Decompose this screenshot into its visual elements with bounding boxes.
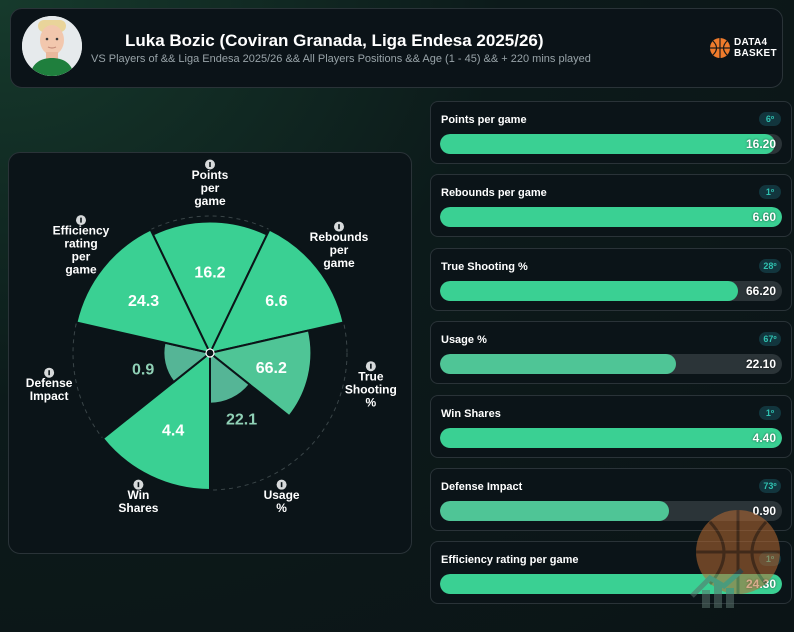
radar-axis-label: per bbox=[330, 243, 349, 257]
radar-value-label: 4.4 bbox=[162, 423, 184, 440]
metric-label: True Shooting % bbox=[441, 260, 528, 273]
filter-summary: VS Players of && Liga Endesa 2025/26 && … bbox=[91, 53, 591, 65]
metric-label: Efficiency rating per game bbox=[441, 554, 579, 567]
radar-sector[interactable] bbox=[207, 329, 313, 418]
metric-value: 16.20 bbox=[745, 137, 776, 151]
radar-sector[interactable] bbox=[208, 228, 345, 355]
radar-value-label: 6.6 bbox=[265, 293, 287, 310]
metric-bar-fill bbox=[440, 501, 670, 521]
metric-bar-track: 66.20 bbox=[440, 280, 782, 301]
radar-sector[interactable] bbox=[75, 228, 212, 355]
rank-badge: 28º bbox=[759, 258, 781, 273]
info-icon[interactable] bbox=[44, 367, 55, 378]
metric-label: Rebounds per game bbox=[441, 187, 547, 200]
radar-sector[interactable] bbox=[101, 350, 211, 492]
radar-axis-label: rating bbox=[64, 237, 97, 251]
brand-line-1: DATA4 bbox=[734, 37, 768, 48]
metric-value: 0.90 bbox=[752, 504, 776, 518]
metric-bar-fill bbox=[440, 427, 782, 448]
metric-bar-track: 22.10 bbox=[440, 354, 782, 375]
radar-axis-label: Points bbox=[192, 168, 229, 182]
brand-line-2: BASKET bbox=[734, 48, 777, 59]
radar-value-label: 0.9 bbox=[132, 361, 154, 378]
metric-label: Defense Impact bbox=[441, 481, 523, 493]
metric-card[interactable]: True Shooting % 28º 66.20 bbox=[430, 247, 792, 311]
rank-badge: 73º bbox=[759, 479, 781, 493]
metric-value: 22.10 bbox=[745, 357, 776, 372]
rank-badge: 1º bbox=[759, 185, 781, 200]
radar-axis-label: per bbox=[201, 181, 220, 195]
player-photo-icon bbox=[22, 16, 82, 76]
brand-logo[interactable]: DATA4 BASKET bbox=[709, 36, 779, 62]
metric-card[interactable]: Rebounds per game 1º 6.60 bbox=[430, 174, 792, 238]
radar-axis-label: % bbox=[276, 501, 287, 515]
info-icon[interactable] bbox=[75, 215, 86, 226]
radar-axis-label: Shooting bbox=[345, 383, 397, 397]
radar-axis-label: Shares bbox=[118, 501, 158, 515]
radar-axis-label: game bbox=[194, 194, 226, 208]
radar-axis-label: Rebounds bbox=[310, 230, 369, 244]
rank-badge: 67º bbox=[759, 332, 781, 347]
radar-axis-label: Win bbox=[127, 488, 149, 502]
metric-value: 66.20 bbox=[745, 283, 776, 298]
metric-bar-fill bbox=[440, 280, 738, 301]
page-title: Luka Bozic (Coviran Granada, Liga Endesa… bbox=[125, 31, 544, 50]
player-avatar bbox=[22, 16, 82, 76]
player-header: Luka Bozic (Coviran Granada, Liga Endesa… bbox=[10, 8, 783, 88]
radar-chart-panel: 16.2 6.6 66.2 22.1 4.4 0.9 24.3 Points per game Re… bbox=[8, 152, 412, 554]
metric-label: Points per game bbox=[441, 114, 527, 126]
radar-axis-label: per bbox=[72, 250, 91, 264]
basketball-icon bbox=[710, 38, 730, 58]
metric-value: 4.40 bbox=[752, 430, 776, 445]
radar-center-dot bbox=[205, 348, 215, 358]
metric-bar-fill bbox=[440, 354, 676, 375]
info-icon[interactable] bbox=[205, 159, 215, 170]
metric-bar-fill bbox=[440, 207, 782, 228]
info-icon[interactable] bbox=[276, 479, 287, 490]
metric-bar-track: 16.20 bbox=[440, 134, 782, 154]
metric-bar-track: 6.60 bbox=[440, 207, 782, 228]
metric-bar-track: 4.40 bbox=[440, 427, 782, 448]
radar-axis-label: Efficiency bbox=[53, 224, 110, 238]
metric-bar-fill bbox=[440, 134, 776, 154]
radar-sector[interactable] bbox=[151, 220, 269, 356]
metric-label: Win Shares bbox=[441, 407, 501, 420]
info-icon[interactable] bbox=[365, 361, 376, 372]
info-icon[interactable] bbox=[334, 221, 345, 232]
radar-axis-label: game bbox=[65, 263, 97, 277]
polar-area-chart: 16.26.666.222.14.40.924.3PointspergameRe… bbox=[26, 159, 397, 515]
radar-axis-label: Usage bbox=[264, 488, 300, 502]
radar-axis-label: True bbox=[358, 370, 384, 384]
metric-card[interactable]: Usage % 67º 22.10 bbox=[430, 321, 792, 385]
rank-badge: 1º bbox=[759, 405, 781, 420]
brand-watermark-icon bbox=[690, 510, 780, 608]
metric-card[interactable]: Points per game 6º 16.20 bbox=[430, 101, 792, 164]
radar-axis-label: game bbox=[323, 256, 355, 270]
metric-card[interactable]: Win Shares 1º 4.40 bbox=[430, 394, 792, 458]
radar-value-label: 66.2 bbox=[256, 360, 287, 377]
radar-outer-ring bbox=[72, 215, 348, 491]
radar-axis-label: Defense bbox=[26, 376, 73, 390]
metric-label: Usage % bbox=[441, 334, 487, 347]
info-icon[interactable] bbox=[133, 479, 144, 490]
radar-value-label: 22.1 bbox=[226, 411, 257, 428]
radar-axis-label: Impact bbox=[30, 389, 69, 403]
metric-value: 6.60 bbox=[752, 210, 776, 225]
rank-badge: 6º bbox=[759, 112, 781, 126]
radar-axis-label: % bbox=[366, 396, 377, 410]
metric-bar-track: 0.90 bbox=[440, 501, 782, 521]
radar-value-label: 16.2 bbox=[194, 264, 225, 281]
radar-value-label: 24.3 bbox=[128, 293, 159, 310]
